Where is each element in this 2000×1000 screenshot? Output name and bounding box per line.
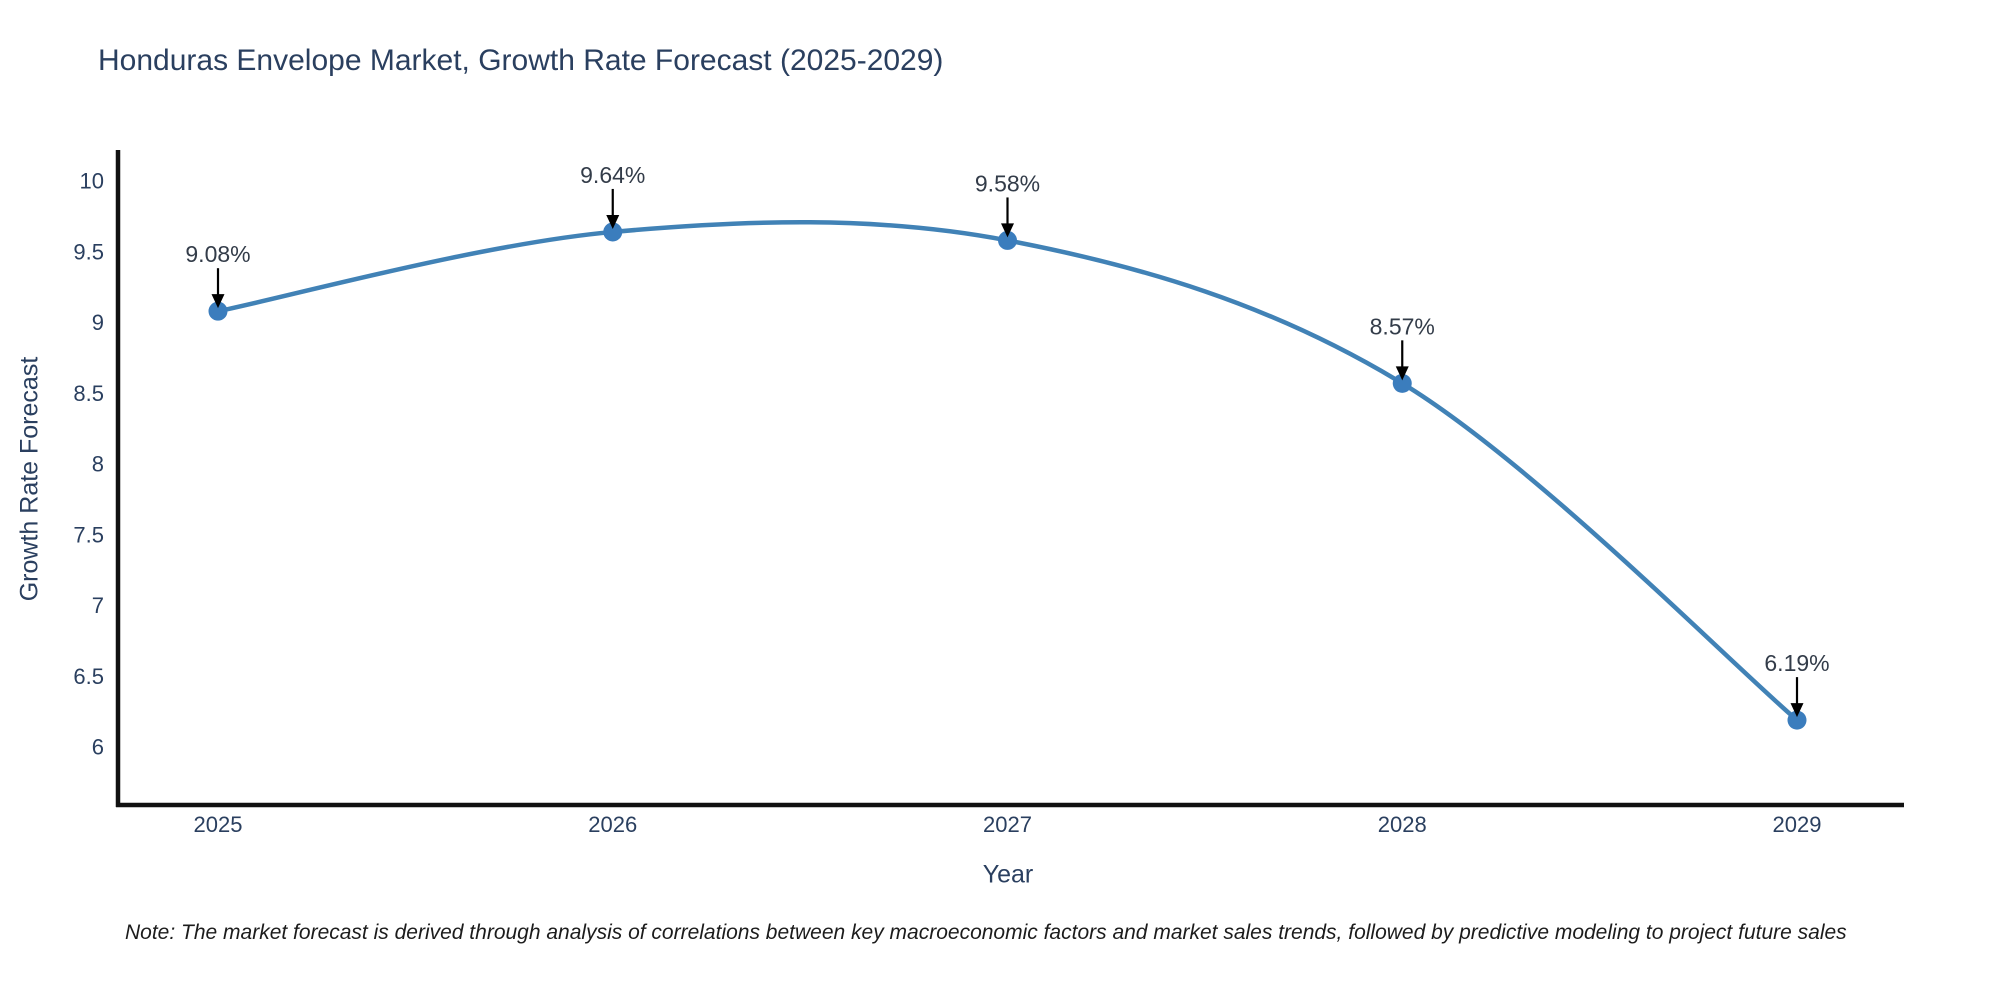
point-annotation-label: 6.19% bbox=[1764, 650, 1829, 676]
y-tick-label: 8.5 bbox=[73, 381, 104, 406]
data-point-marker bbox=[208, 301, 228, 321]
x-tick-label: 2026 bbox=[588, 812, 637, 837]
x-tick-label: 2027 bbox=[983, 812, 1032, 837]
annotation-arrowhead bbox=[606, 214, 620, 229]
data-point-marker bbox=[998, 230, 1017, 250]
chart-title: Honduras Envelope Market, Growth Rate Fo… bbox=[98, 44, 944, 77]
point-annotation-label: 9.64% bbox=[580, 162, 645, 188]
y-tick-label: 8 bbox=[92, 452, 104, 477]
x-tick-label: 2025 bbox=[194, 812, 243, 837]
y-tick-label: 6 bbox=[92, 735, 104, 760]
y-tick-label: 10 bbox=[80, 169, 104, 194]
footnote: Note: The market forecast is derived thr… bbox=[125, 921, 1847, 944]
annotation-arrowhead bbox=[1790, 703, 1804, 718]
annotation-arrowhead bbox=[1001, 223, 1014, 238]
y-tick-label: 7.5 bbox=[73, 522, 104, 547]
point-annotation-label: 9.58% bbox=[975, 170, 1040, 196]
data-point-marker bbox=[603, 222, 623, 242]
x-tick-label: 2028 bbox=[1378, 812, 1427, 837]
x-axis-title: Year bbox=[982, 860, 1034, 889]
x-tick-label: 2029 bbox=[1773, 812, 1822, 837]
y-tick-label: 6.5 bbox=[73, 664, 104, 689]
y-tick-label: 7 bbox=[92, 593, 104, 618]
data-point-marker bbox=[1787, 710, 1807, 730]
forecast-line bbox=[215, 220, 1800, 723]
annotation-arrowhead bbox=[211, 294, 225, 309]
point-annotation-label: 9.08% bbox=[185, 241, 250, 267]
annotation-arrowhead bbox=[1395, 366, 1409, 381]
point-annotation-label: 8.57% bbox=[1370, 313, 1435, 339]
y-tick-label: 9.5 bbox=[73, 239, 104, 264]
data-point-marker bbox=[1392, 373, 1412, 393]
y-tick-label: 9 bbox=[92, 310, 104, 335]
